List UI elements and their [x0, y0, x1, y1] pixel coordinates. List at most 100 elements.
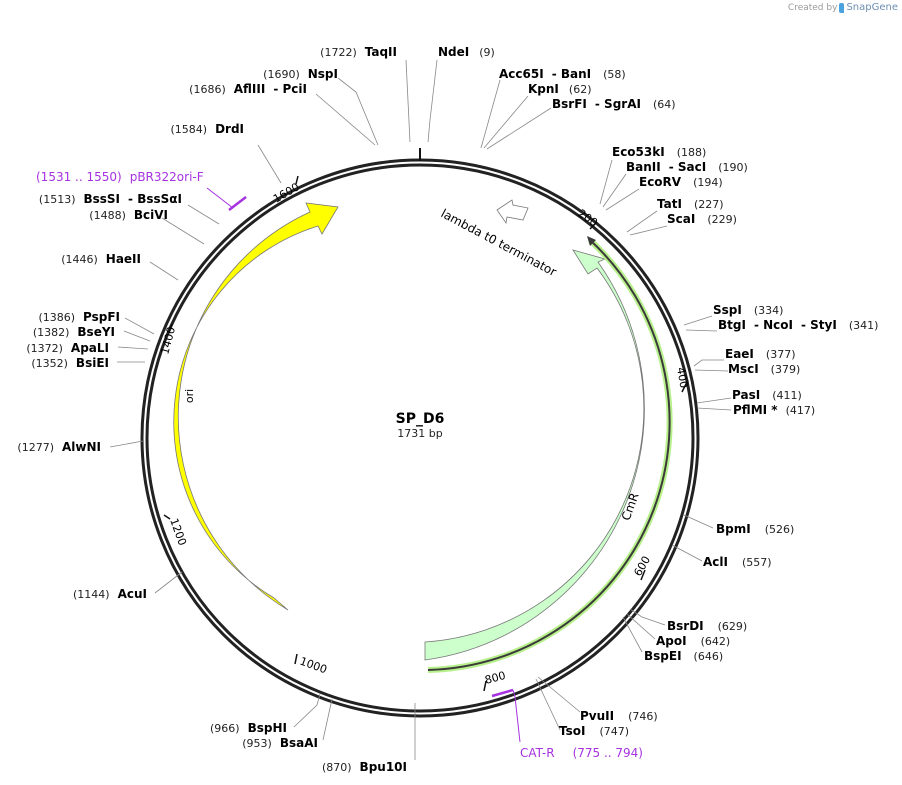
snapgene-logo-icon	[839, 2, 845, 13]
svg-text:(1144)AcuI: (1144) AcuI	[73, 587, 147, 601]
terminator-arrow-icon	[496, 199, 529, 225]
tick-1600: 1600	[271, 180, 302, 205]
enzyme-haeii[interactable]: (1446) HaeII	[61, 252, 141, 266]
enzyme-afliii[interactable]: (1686) AflIII - PciI	[189, 82, 307, 96]
primer-name: CAT-R	[520, 746, 555, 760]
enzyme-bsaai[interactable]: (953) BsaAI	[242, 736, 318, 750]
svg-text:BpmI(526): BpmI (526)	[716, 522, 794, 536]
enzyme-kpni[interactable]: KpnI (62)	[528, 82, 592, 96]
primer-name: pBR322ori-F	[130, 170, 204, 184]
svg-text:(1386)PspFI: (1386) PspFI	[38, 310, 120, 324]
svg-text:MscI(379): MscI (379)	[728, 362, 800, 376]
enzyme-scai[interactable]: ScaI (229)	[667, 212, 737, 226]
enzyme-bsrdi[interactable]: BsrDI (629)	[667, 619, 747, 633]
enzyme-tati[interactable]: TatI (227)	[657, 197, 724, 211]
enzyme-acli[interactable]: AclI (557)	[703, 555, 772, 569]
svg-text:(1488)BciVI: (1488) BciVI	[89, 208, 168, 222]
enzyme-ndei[interactable]: NdeI (9)	[438, 45, 495, 59]
svg-text:(966)BspHI: (966) BspHI	[210, 721, 287, 735]
svg-text:Acc65I- BanI(58): Acc65I - BanI (58)	[499, 67, 626, 81]
svg-text:ScaI(229): ScaI (229)	[667, 212, 737, 226]
feature-label-terminator: lambda t0 terminator	[439, 206, 559, 279]
svg-text:NdeI(9): NdeI (9)	[438, 45, 495, 59]
enzyme-bseyi[interactable]: (1382) BseYI	[33, 325, 115, 339]
tick-400: 400	[674, 366, 690, 389]
enzyme-alwni[interactable]: (1277) AlwNI	[17, 440, 101, 454]
svg-text:(1531 .. 1550)pBR322ori-F: (1531 .. 1550) pBR322ori-F	[36, 170, 204, 184]
feature-cmr[interactable]: CmR	[424, 249, 645, 661]
svg-text:(1722)TaqII: (1722) TaqII	[320, 45, 397, 59]
enzyme-eaei[interactable]: EaeI (377)	[725, 347, 796, 361]
svg-text:(1686)AflIII- PciI: (1686) AflIII - PciI	[189, 82, 307, 96]
enzyme-pasi[interactable]: PasI (411)	[732, 388, 802, 402]
svg-text:BsrDI(629): BsrDI (629)	[667, 619, 747, 633]
enzyme-ecorv[interactable]: EcoRV (194)	[639, 175, 723, 189]
enzyme-bsiei[interactable]: (1352) BsiEI	[31, 356, 109, 370]
enzyme-bspei[interactable]: BspEI (646)	[644, 649, 723, 663]
enzyme-acui[interactable]: (1144) AcuI	[73, 587, 147, 601]
enzyme-labels-left: (870) Bpu10I (953) BsaAI (966) BspHI (1144)…	[17, 45, 407, 774]
svg-text:AclI(557): AclI (557)	[703, 555, 772, 569]
primer-cat-r[interactable]: CAT-R (775 .. 794)	[491, 688, 643, 760]
enzyme-taqii[interactable]: (1722) TaqII	[320, 45, 397, 59]
enzyme-pspfi[interactable]: (1386) PspFI	[38, 310, 120, 324]
enzyme-tsoi[interactable]: TsoI (747)	[559, 724, 629, 738]
svg-text:PvuII(746): PvuII (746)	[580, 709, 658, 723]
svg-text:KpnI(62): KpnI (62)	[528, 82, 592, 96]
enzyme-pvuii[interactable]: PvuII (746)	[580, 709, 658, 723]
svg-text:EcoRV(194): EcoRV (194)	[639, 175, 723, 189]
enzyme-nspi[interactable]: (1690) NspI	[263, 67, 338, 81]
tick-600: 600	[631, 554, 653, 579]
credit-brand: SnapGene	[846, 2, 898, 13]
enzyme-bpmi[interactable]: BpmI (526)	[716, 522, 794, 536]
enzyme-acc65i[interactable]: Acc65I - BanI (58)	[499, 67, 626, 81]
enzyme-eco53ki[interactable]: Eco53kI (188)	[612, 145, 706, 159]
enzyme-bpu10i[interactable]: (870) Bpu10I	[322, 760, 407, 774]
svg-text:(1372)ApaLI: (1372) ApaLI	[26, 341, 109, 355]
svg-text:BtgI- NcoI- StyI(341): BtgI - NcoI - StyI (341)	[718, 318, 878, 332]
svg-text:ApoI(642): ApoI (642)	[656, 634, 730, 648]
svg-text:BspEI(646): BspEI (646)	[644, 649, 723, 663]
svg-text:(953)BsaAI: (953) BsaAI	[242, 736, 318, 750]
enzyme-sspi[interactable]: SspI (334)	[713, 303, 783, 317]
plasmid-length: 1731 bp	[397, 427, 442, 440]
feature-ori[interactable]: ori	[173, 202, 339, 611]
snapgene-credit: Created by SnapGene	[788, 2, 898, 13]
plasmid-name: SP_D6	[396, 411, 445, 427]
svg-text:Eco53kI(188): Eco53kI (188)	[612, 145, 706, 159]
svg-text:(1584)DrdI: (1584) DrdI	[170, 122, 244, 136]
svg-text:(870)Bpu10I: (870) Bpu10I	[322, 760, 407, 774]
enzyme-bsrfi[interactable]: BsrFI - SgrAI (64)	[552, 97, 676, 111]
enzyme-msci[interactable]: MscI (379)	[728, 362, 800, 376]
primer-range: (1531 .. 1550)	[36, 170, 122, 184]
svg-text:SspI(334): SspI (334)	[713, 303, 783, 317]
credit-prefix: Created by	[787, 2, 838, 13]
enzyme-labels: NdeI (9) Acc65I - BanI (58) KpnI (62) BsrFI -…	[438, 45, 878, 738]
tick-1000: 1000	[298, 655, 329, 677]
enzyme-btgi[interactable]: BtgI - NcoI - StyI (341)	[718, 318, 878, 332]
svg-text:PasI(411): PasI (411)	[732, 388, 802, 402]
enzyme-bsssi[interactable]: (1513) BssSI - BssSαI	[39, 192, 182, 206]
svg-text:TatI(227): TatI (227)	[657, 197, 724, 211]
svg-text:EaeI(377): EaeI (377)	[725, 347, 796, 361]
enzyme-bsphi[interactable]: (966) BspHI	[210, 721, 287, 735]
svg-text:BsrFI- SgrAI(64): BsrFI - SgrAI (64)	[552, 97, 676, 111]
feature-label-ori: ori	[183, 389, 196, 403]
svg-text:TsoI(747): TsoI (747)	[559, 724, 629, 738]
primer-pbr322ori-f[interactable]: (1531 .. 1550) pBR322ori-F	[36, 170, 247, 211]
tick-800: 800	[483, 669, 507, 687]
tick-1400: 1400	[158, 325, 178, 355]
svg-text:(1382)BseYI: (1382) BseYI	[33, 325, 115, 339]
enzyme-banii[interactable]: BanII - SacI (190)	[626, 160, 748, 174]
tick-1200: 1200	[167, 517, 189, 548]
enzyme-bcivi[interactable]: (1488) BciVI	[89, 208, 168, 222]
enzyme-pflmi[interactable]: PflMI * (417)	[733, 403, 815, 417]
enzyme-apali[interactable]: (1372) ApaLI	[26, 341, 109, 355]
enzyme-apoi[interactable]: ApoI (642)	[656, 634, 730, 648]
svg-text:(1690)NspI: (1690) NspI	[263, 67, 338, 81]
svg-text:(1446)HaeII: (1446) HaeII	[61, 252, 141, 266]
feature-lambda-t0-terminator[interactable]: lambda t0 terminator	[439, 199, 559, 279]
enzyme-drdi[interactable]: (1584) DrdI	[170, 122, 244, 136]
orf-cmr	[427, 236, 673, 673]
